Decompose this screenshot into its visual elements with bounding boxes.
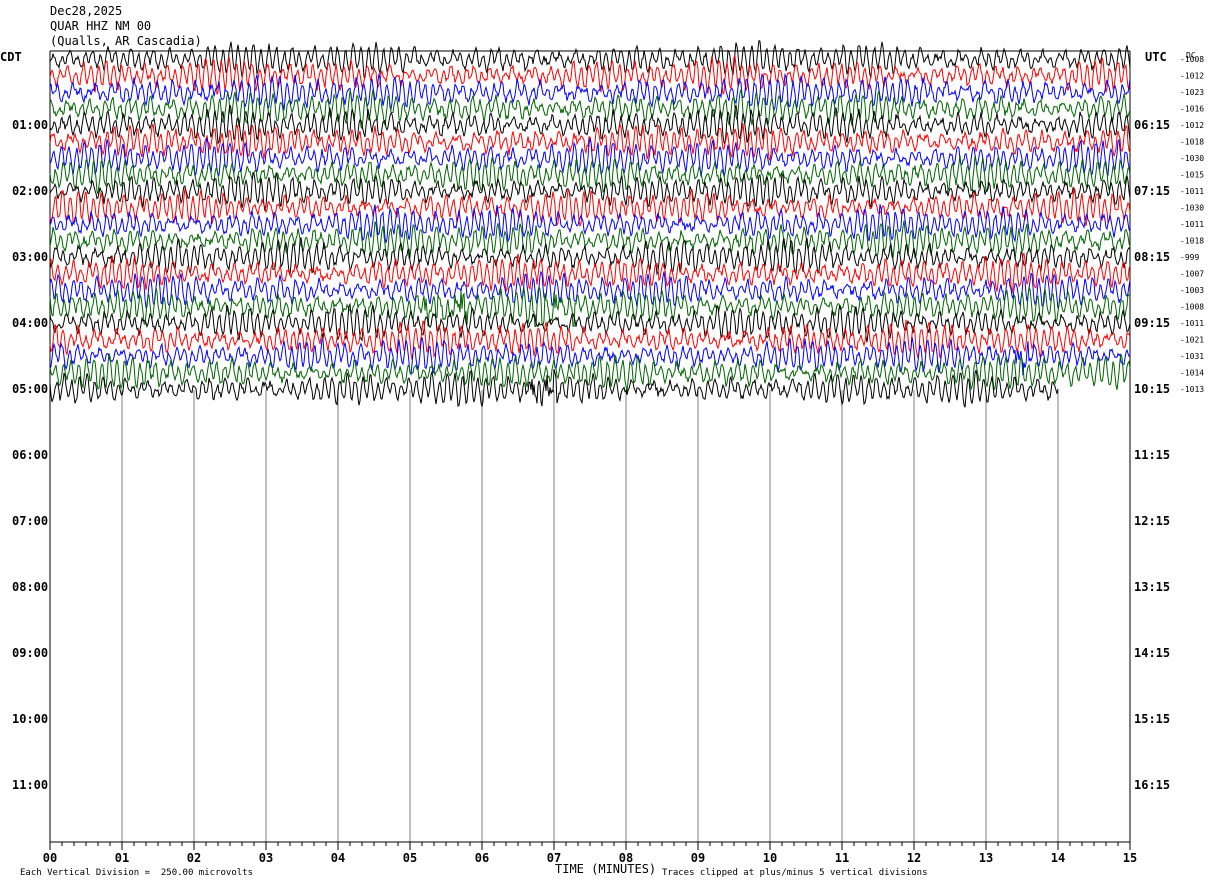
dc-offset-label: -1018: [1180, 138, 1204, 147]
dc-offset-label: -1030: [1180, 204, 1204, 213]
dc-offset-label: -1030: [1180, 154, 1204, 163]
x-tick-label: 00: [43, 851, 57, 865]
left-timezone-label: CDT: [0, 50, 22, 64]
scale-note: Each Vertical Division = 250.00 microvol…: [20, 868, 253, 878]
x-tick-label: 06: [475, 851, 489, 865]
trace-line: [49, 72, 1131, 112]
x-tick-label: 11: [835, 851, 849, 865]
dc-offset-label: -1012: [1180, 121, 1204, 130]
left-hour-label: 07:00: [12, 514, 48, 528]
dc-offset-label: -1013: [1180, 385, 1204, 394]
trace-line: [49, 252, 1131, 294]
dc-offset-label: -1007: [1180, 270, 1204, 279]
trace-line: [49, 54, 1131, 95]
x-tick-label: 05: [403, 851, 417, 865]
right-hour-label: 06:15: [1134, 118, 1170, 132]
dc-offset-label: -999: [1180, 253, 1199, 262]
left-hour-label: 09:00: [12, 646, 48, 660]
trace-line: [49, 155, 1131, 194]
left-hour-label: 03:00: [12, 250, 48, 264]
left-hour-label: 04:00: [12, 316, 48, 330]
dc-offset-label: -1012: [1180, 72, 1204, 81]
x-tick-label: 02: [187, 851, 201, 865]
trace-line: [49, 137, 1131, 177]
right-hour-label: 08:15: [1134, 250, 1170, 264]
dc-offset-label: -1008: [1180, 303, 1204, 312]
x-tick-label: 12: [907, 851, 921, 865]
left-hour-label: 10:00: [12, 712, 48, 726]
x-tick-label: 04: [331, 851, 345, 865]
right-hour-label: 07:15: [1134, 184, 1170, 198]
dc-header-label: DC: [1186, 51, 1196, 60]
dc-offset-label: -1008: [1180, 55, 1204, 64]
trace-line: [49, 353, 1131, 393]
right-hour-label: 14:15: [1134, 646, 1170, 660]
dc-offset-label: -1031: [1180, 352, 1204, 361]
trace-line: [49, 187, 1131, 228]
trace-line: [49, 284, 1131, 328]
dc-offset-label: -1016: [1180, 105, 1204, 114]
x-tick-label: 01: [115, 851, 129, 865]
x-tick-label: 14: [1051, 851, 1065, 865]
trace-line: [49, 171, 1131, 212]
trace-line: [49, 319, 1131, 360]
left-hour-label: 06:00: [12, 448, 48, 462]
right-hour-label: 12:15: [1134, 514, 1170, 528]
trace-line: [49, 302, 1131, 343]
right-hour-label: 15:15: [1134, 712, 1170, 726]
trace-line: [49, 204, 1131, 244]
right-timezone-label: UTC: [1145, 50, 1167, 64]
location-label: (Qualls, AR Cascadia): [50, 34, 202, 48]
trace-line: [49, 220, 1131, 260]
trace-line: [49, 368, 1059, 408]
dc-offset-label: -1011: [1180, 187, 1204, 196]
dc-offset-label: -1011: [1180, 220, 1204, 229]
trace-line: [49, 336, 1131, 376]
x-tick-label: 03: [259, 851, 273, 865]
left-hour-label: 11:00: [12, 778, 48, 792]
right-hour-label: 11:15: [1134, 448, 1170, 462]
date-label: Dec28,2025: [50, 4, 123, 18]
x-tick-label: 09: [691, 851, 705, 865]
left-hour-label: 02:00: [12, 184, 48, 198]
dc-offset-label: -1011: [1180, 319, 1204, 328]
clip-note: Traces clipped at plus/minus 5 vertical …: [662, 868, 928, 878]
trace-line: [49, 237, 1131, 276]
left-hour-label: 08:00: [12, 580, 48, 594]
left-hour-label: 05:00: [12, 382, 48, 396]
x-tick-label: 13: [979, 851, 993, 865]
station-label: QUAR HHZ NM 00: [50, 19, 152, 33]
right-hour-label: 16:15: [1134, 778, 1170, 792]
dc-offset-label: -1023: [1180, 88, 1204, 97]
dc-offset-label: -1015: [1180, 171, 1204, 180]
x-tick-label: 07: [547, 851, 561, 865]
dc-offset-label: -1018: [1180, 237, 1204, 246]
x-tick-label: 10: [763, 851, 777, 865]
trace-line: [49, 89, 1131, 130]
dc-offset-label: -1003: [1180, 286, 1204, 295]
trace-line: [49, 270, 1131, 309]
trace-line: [49, 104, 1131, 146]
x-tick-label: 08: [619, 851, 633, 865]
x-tick-label: 15: [1123, 851, 1137, 865]
dc-offset-label: -1014: [1180, 369, 1204, 378]
trace-line: [49, 123, 1131, 162]
trace-line: [49, 39, 1131, 79]
x-axis-title: TIME (MINUTES): [555, 862, 657, 876]
right-hour-label: 13:15: [1134, 580, 1170, 594]
dc-offset-label: -1021: [1180, 336, 1204, 345]
right-hour-label: 10:15: [1134, 382, 1170, 396]
right-hour-label: 09:15: [1134, 316, 1170, 330]
left-hour-label: 01:00: [12, 118, 48, 132]
